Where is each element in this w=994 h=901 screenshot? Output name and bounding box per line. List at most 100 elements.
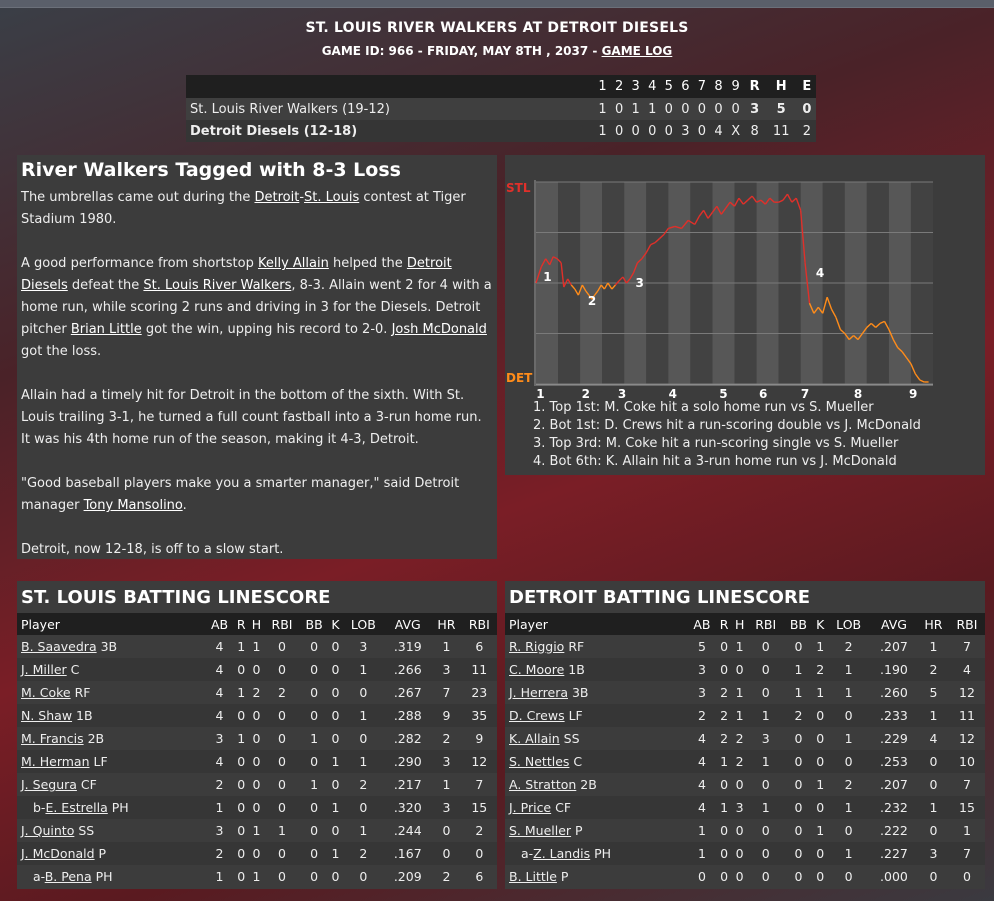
batting-stat: 1 [747, 796, 784, 819]
y-bottom-label: DET [506, 371, 533, 385]
player-position: PH [91, 869, 113, 884]
player-link[interactable]: J. Miller [21, 662, 67, 677]
story-link[interactable]: Kelly Allain [257, 256, 329, 271]
player-link[interactable]: M. Francis [21, 731, 84, 746]
player-link[interactable]: C. Moore [509, 662, 565, 677]
batting-player-cell: a-Z. Landis PH [505, 842, 688, 865]
player-link[interactable]: E. Estrella [45, 800, 108, 815]
win-probability-segment [594, 290, 599, 296]
batting-player-cell: B. Saavedra 3B [17, 635, 206, 658]
story-paragraph-4: "Good baseball players make you a smarte… [21, 473, 493, 517]
win-probability-segment [629, 272, 635, 280]
story-link[interactable]: Brian Little [70, 322, 142, 337]
win-probability-segment [804, 262, 811, 304]
story-link[interactable]: Josh McDonald [391, 322, 487, 337]
linescore-cell: 8 [744, 120, 765, 142]
batting-stat: 1 [248, 635, 265, 658]
player-link[interactable]: K. Allain [509, 731, 560, 746]
player-link[interactable]: B. Saavedra [21, 639, 97, 654]
player-link[interactable]: B. Pena [44, 869, 92, 884]
batting-stat: 0 [948, 865, 985, 888]
story-link[interactable]: Detroit [254, 190, 300, 205]
batting-stat: 0 [328, 865, 343, 888]
linescore-cell: 0 [610, 120, 628, 142]
player-link[interactable]: Z. Landis [533, 846, 591, 861]
player-link[interactable]: M. Herman [21, 754, 90, 769]
batting-stat: .253 [870, 750, 918, 773]
win-probability-segment [786, 193, 793, 203]
win-probability-segment [888, 329, 894, 340]
stl-batting-header: Player AB R H RBI BB K LOB AVG HR RBI [17, 613, 497, 635]
batting-col-header: HR [431, 613, 462, 635]
linescore-cell: 11 [764, 120, 798, 142]
player-link[interactable]: J. Segura [21, 777, 77, 792]
batting-stat: 1 [827, 796, 871, 819]
batting-stat: 0 [233, 750, 249, 773]
win-probability-segment [603, 282, 609, 290]
win-probability-segment [632, 262, 639, 274]
player-link[interactable]: S. Nettles [509, 754, 570, 769]
player-link[interactable]: J. Price [509, 800, 552, 815]
batting-stat: .229 [870, 727, 918, 750]
player-link[interactable]: J. McDonald [21, 846, 95, 861]
player-link[interactable]: N. Shaw [21, 708, 73, 723]
linescore-col-r: R [744, 75, 765, 98]
story-link[interactable]: St. Louis [304, 190, 360, 205]
win-probability-segment [625, 278, 631, 284]
player-link[interactable]: M. Coke [21, 685, 71, 700]
linescore-col-h: H [764, 75, 798, 98]
batting-player-cell: b-E. Estrella PH [17, 796, 206, 819]
player-link[interactable]: J. Herrera [509, 685, 568, 700]
batting-col-header: LOB [342, 613, 385, 635]
player-link[interactable]: A. Stratton [509, 777, 577, 792]
batting-row: J. Quinto SS 3 0 1 1 0 0 1.244 0 2 [17, 819, 497, 842]
batting-stat: 0 [248, 658, 265, 681]
player-link[interactable]: S. Mueller [509, 823, 572, 838]
win-probability-segment [659, 234, 665, 240]
batting-stat: 0 [233, 658, 249, 681]
batting-stat: 0 [716, 635, 732, 658]
batting-col-header: BB [783, 613, 814, 635]
x-tick-label: 4 [669, 387, 677, 400]
story-link[interactable]: Detroit Diesels [21, 256, 452, 293]
batting-player-cell: M. Francis 2B [17, 727, 206, 750]
batting-stat: 7 [431, 681, 462, 704]
batting-stat: 0 [299, 658, 329, 681]
batting-col-header: Player [505, 613, 688, 635]
batting-stat: .217 [384, 773, 432, 796]
batting-stat: .267 [384, 681, 432, 704]
batting-stat: 3 [205, 727, 234, 750]
batting-stat: 4 [687, 773, 717, 796]
player-link[interactable]: D. Crews [509, 708, 565, 723]
batting-stat: 2 [431, 727, 462, 750]
batting-col-header: RBI [264, 613, 300, 635]
batting-stat: 1 [731, 681, 748, 704]
batting-col-header: HR [917, 613, 949, 635]
batting-stat: 0 [328, 819, 343, 842]
batting-stat: .190 [870, 658, 918, 681]
top-bar [0, 0, 994, 8]
batting-stat: 0 [248, 704, 265, 727]
event-marker-label: 3 [635, 276, 643, 290]
event-marker-label: 2 [588, 294, 596, 308]
player-link[interactable]: R. Riggio [509, 639, 565, 654]
batting-row: A. Stratton 2B 4 0 0 0 0 1 2.207 0 7 [505, 773, 985, 796]
player-link[interactable]: J. Quinto [21, 823, 75, 838]
batting-stat: 6 [461, 635, 497, 658]
batting-player-cell: C. Moore 1B [505, 658, 688, 681]
player-position: PH [590, 846, 612, 861]
batting-stat: 9 [431, 704, 462, 727]
batting-stat: 0 [233, 773, 249, 796]
batting-stat: 1 [342, 819, 385, 842]
linescore-cell: 4 [710, 120, 727, 142]
batting-stat: 0 [328, 658, 343, 681]
story-link[interactable]: St. Louis River Walkers [143, 278, 292, 293]
player-position: 3B [96, 639, 118, 654]
batting-stat: 0 [731, 819, 748, 842]
player-position: RF [564, 639, 585, 654]
batting-stat: .233 [870, 704, 918, 727]
player-link[interactable]: B. Little [509, 869, 557, 884]
game-log-link[interactable]: GAME LOG [601, 44, 673, 58]
story-link[interactable]: Tony Mansolino [83, 498, 183, 513]
batting-stat: 2 [431, 865, 462, 888]
